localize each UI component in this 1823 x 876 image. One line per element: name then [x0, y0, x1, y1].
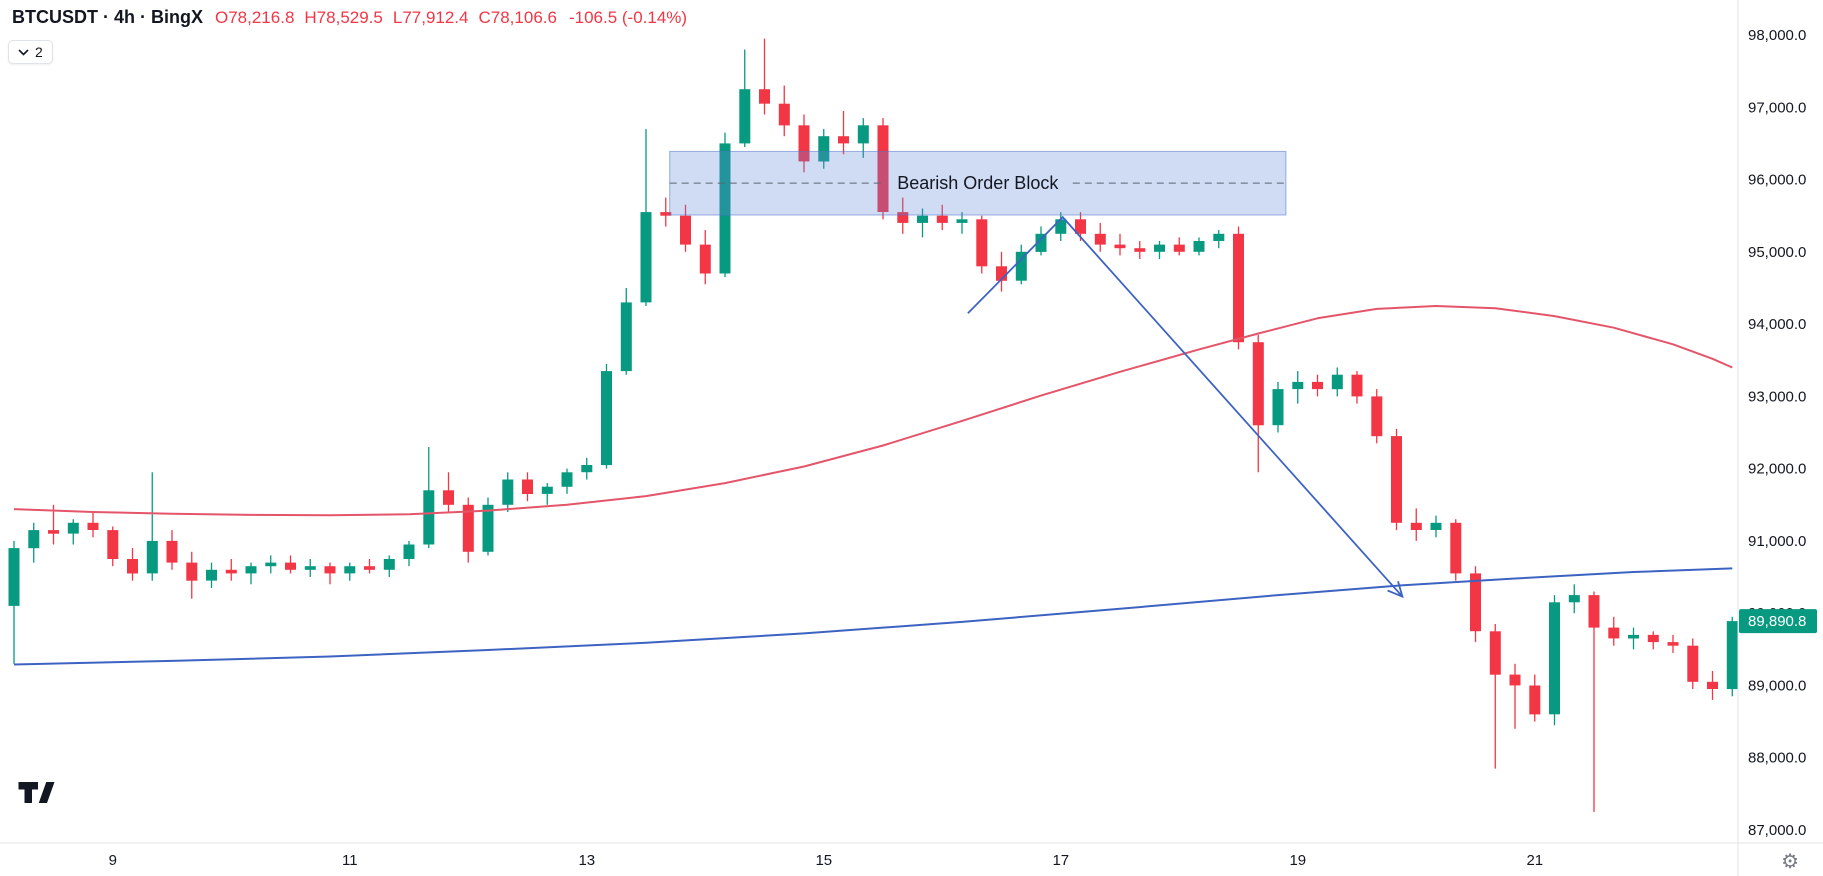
svg-text:13: 13	[578, 852, 595, 869]
last-price-badge	[1739, 609, 1817, 634]
change-value: -106.5 (-0.14%)	[568, 8, 688, 27]
ohlc-values: O78,216.8 H78,529.5 L77,912.4 C78,106.6	[215, 8, 557, 28]
order-block-label: Bearish Order Block	[897, 173, 1059, 193]
ma-blue-line[interactable]	[13, 567, 1733, 666]
svg-text:19: 19	[1289, 852, 1306, 869]
ohlc-close: C78,106.6	[478, 8, 557, 27]
trend-arrow-head	[1387, 580, 1404, 599]
svg-text:97,000.0: 97,000.0	[1748, 99, 1806, 116]
svg-text:21: 21	[1526, 852, 1543, 869]
svg-text:9: 9	[109, 852, 117, 869]
tradingview-logo-icon	[18, 782, 55, 803]
ohlc-open: O78,216.8	[215, 8, 295, 27]
svg-text:91,000.0: 91,000.0	[1748, 533, 1806, 550]
trend-arrow[interactable]	[967, 215, 1404, 598]
price-axis[interactable]: 98,000.0 97,000.0 96,000.0 95,000.0 94,000.0…	[1748, 27, 1806, 839]
svg-text:94,000.0: 94,000.0	[1748, 316, 1806, 333]
chevron-down-icon	[18, 48, 29, 56]
ma-red-line[interactable]	[13, 305, 1733, 517]
svg-text:17: 17	[1052, 852, 1069, 869]
ohlc-high: H78,529.5	[304, 8, 383, 27]
last-price-label: 89,890.8	[1748, 613, 1806, 630]
tradingview-logo[interactable]	[14, 770, 56, 817]
indicators-count: 2	[35, 44, 43, 60]
svg-text:95,000.0: 95,000.0	[1748, 244, 1806, 261]
time-axis[interactable]: 9 11 13 15 17 19 21	[109, 852, 1544, 869]
svg-text:98,000.0: 98,000.0	[1748, 27, 1806, 44]
svg-text:15: 15	[815, 852, 832, 869]
svg-text:88,000.0: 88,000.0	[1748, 750, 1806, 767]
ohlc-low: L77,912.4	[392, 8, 469, 27]
symbol-title[interactable]: BTCUSDT · 4h · BingX	[12, 7, 203, 27]
chart-legend: BTCUSDT · 4h · BingX O78,216.8 H78,529.5…	[12, 7, 687, 28]
svg-text:96,000.0: 96,000.0	[1748, 172, 1806, 189]
svg-text:87,000.0: 87,000.0	[1748, 822, 1806, 839]
candles-layer	[8, 38, 1738, 812]
svg-text:93,000.0: 93,000.0	[1748, 388, 1806, 405]
gear-icon[interactable]: ⚙	[1781, 851, 1799, 873]
indicators-collapse-button[interactable]: 2	[8, 40, 53, 64]
svg-text:11: 11	[342, 852, 358, 869]
svg-text:92,000.0: 92,000.0	[1748, 461, 1806, 478]
svg-text:89,000.0: 89,000.0	[1748, 678, 1806, 695]
